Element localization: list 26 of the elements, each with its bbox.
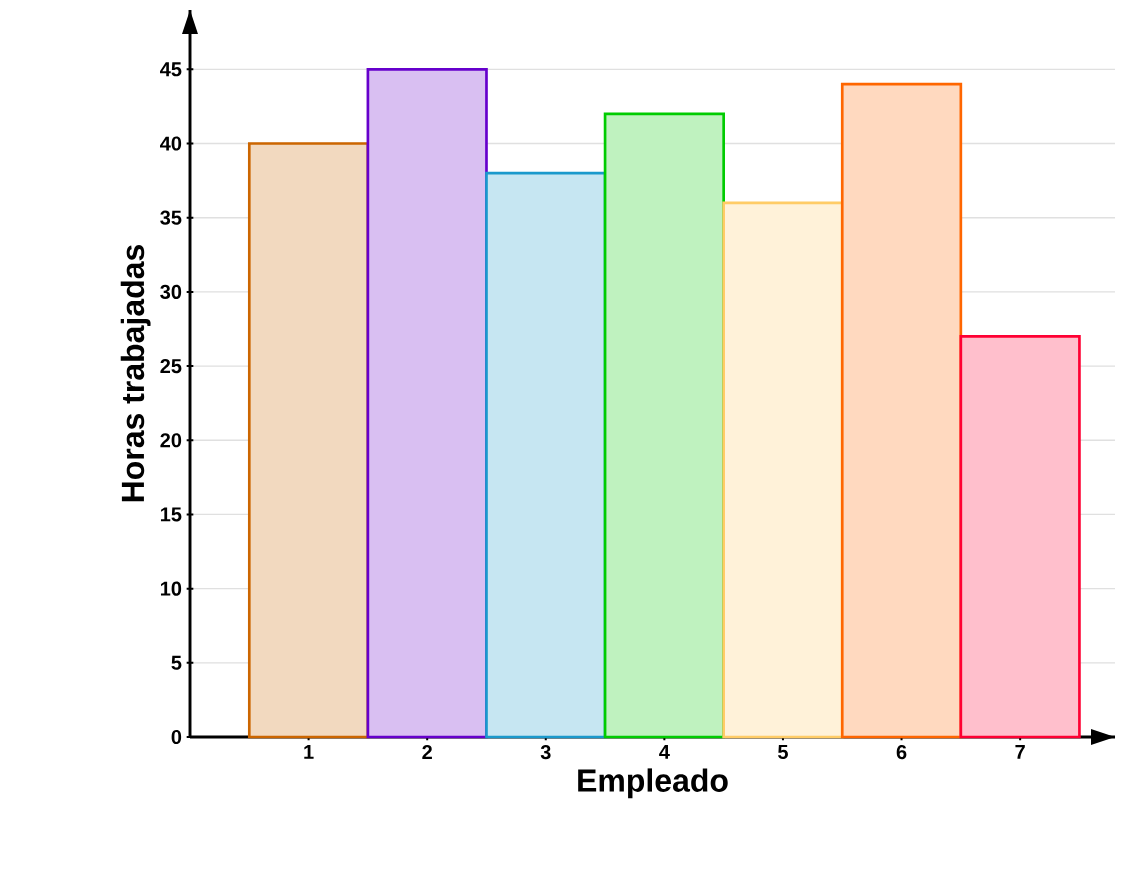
y-tick-label: 25 <box>160 359 182 374</box>
y-tick-label: 15 <box>160 507 182 522</box>
x-axis-title: Empleado <box>578 768 728 799</box>
x-tick-label: 1 <box>304 745 314 759</box>
bar <box>722 201 844 739</box>
y-tick-label: 0 <box>171 729 182 745</box>
x-tick-label: 3 <box>540 745 551 760</box>
y-tick-label: 5 <box>171 655 182 670</box>
x-tick-label: 4 <box>659 745 670 759</box>
x-tick-label: 7 <box>1015 745 1025 759</box>
x-tick-label: 5 <box>778 745 788 759</box>
bar <box>603 112 725 739</box>
bar <box>840 82 963 739</box>
bar <box>247 142 370 739</box>
y-tick-label: 40 <box>160 136 182 151</box>
y-tick-label: 35 <box>160 210 182 225</box>
bar <box>485 171 607 739</box>
x-tick-label: 2 <box>422 745 432 760</box>
x-tick-label: 6 <box>896 745 907 760</box>
y-tick-label: 20 <box>160 433 182 448</box>
bar <box>959 335 1081 739</box>
bar <box>366 68 488 739</box>
y-axis-title: Horas trabajadas <box>120 245 151 502</box>
y-tick-label: 10 <box>160 581 182 596</box>
y-tick-label: 45 <box>160 62 182 77</box>
y-tick-label: 30 <box>160 284 182 299</box>
